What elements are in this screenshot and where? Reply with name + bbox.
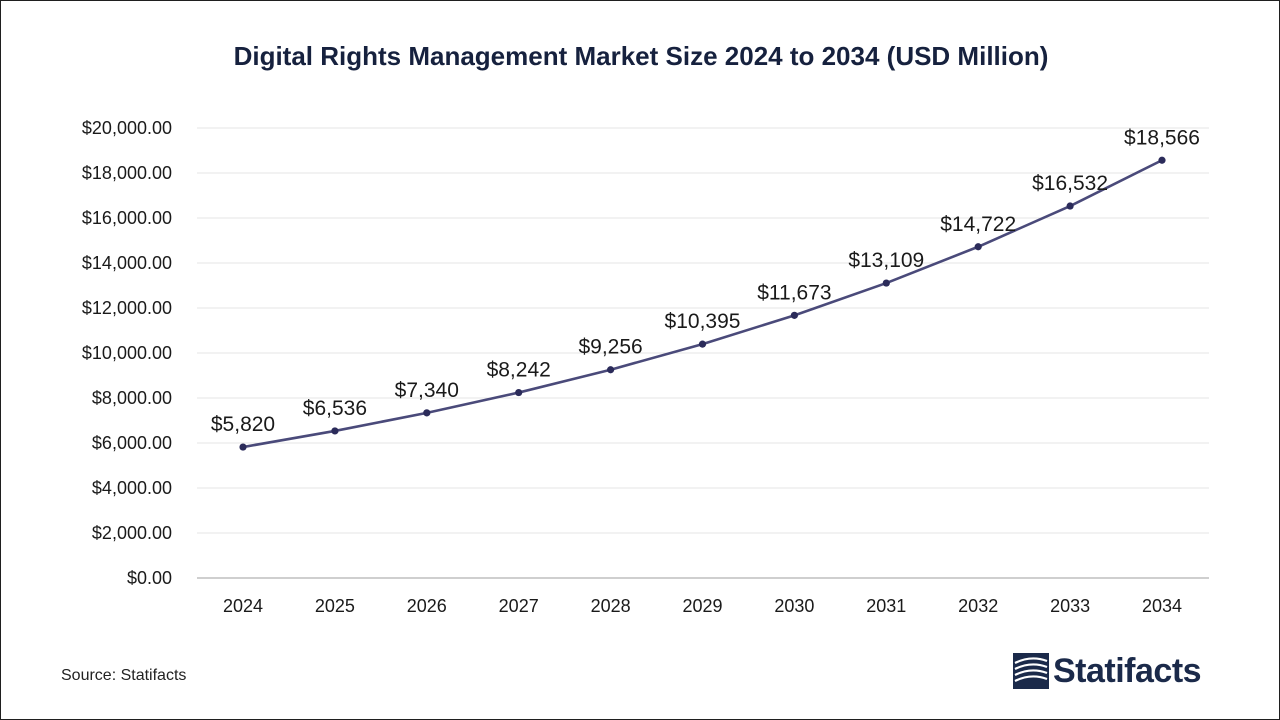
y-tick-label: $16,000.00 [82,208,172,228]
y-tick-label: $0.00 [127,568,172,588]
source-note: Source: Statifacts [61,667,187,684]
y-tick-label: $6,000.00 [92,433,172,453]
data-point [423,409,431,417]
x-tick-label: 2029 [682,596,722,616]
series-line [242,159,1163,449]
data-label: $14,722 [940,213,1016,236]
x-tick-label: 2027 [499,596,539,616]
data-label: $11,673 [757,281,831,304]
x-axis-ticks: 2024 2025 2026 2027 2028 2029 2030 2031 2032 2033… [223,596,1182,616]
y-tick-label: $2,000.00 [92,523,172,543]
data-label: $10,395 [665,310,741,333]
data-point [239,443,247,451]
data-label: $7,340 [395,379,459,402]
y-tick-label: $14,000.00 [82,253,172,273]
x-tick-label: 2034 [1142,596,1182,616]
x-tick-label: 2025 [315,596,355,616]
data-label: $5,820 [211,413,275,436]
gridlines [197,127,1209,534]
data-label: $13,109 [848,249,924,272]
y-tick-label: $12,000.00 [82,298,172,318]
y-tick-label: $18,000.00 [82,163,172,183]
data-label: $9,256 [578,336,642,359]
data-point [698,340,707,348]
data-point [790,311,799,319]
x-tick-label: 2024 [223,596,263,616]
data-label: $8,242 [487,359,551,382]
y-tick-label: $10,000.00 [82,343,172,363]
brand-name: Statifacts [1053,651,1202,690]
data-point [1158,156,1166,164]
data-label: $16,532 [1032,172,1108,195]
chart-title: Digital Rights Management Market Size 20… [234,41,1049,71]
x-tick-label: 2032 [958,596,998,616]
series-layer [239,156,1166,451]
data-point [882,279,890,287]
y-tick-label: $4,000.00 [92,478,172,498]
x-tick-label: 2028 [591,596,631,616]
data-label: $18,566 [1124,126,1200,149]
data-point [1066,202,1074,210]
x-tick-label: 2026 [407,596,447,616]
x-tick-label: 2030 [774,596,814,616]
data-point [974,243,982,251]
data-label: $6,536 [303,397,367,420]
y-axis-ticks: $0.00 $2,000.00 $4,000.00 $6,000.00 $8,000.0… [82,118,172,588]
y-tick-label: $20,000.00 [82,118,172,138]
x-tick-label: 2031 [866,596,906,616]
x-tick-label: 2033 [1050,596,1090,616]
data-point [515,388,523,397]
data-point [331,427,339,435]
data-point [607,366,615,374]
statifacts-logo-icon [1013,653,1049,689]
data-labels: $5,820 $6,536 $7,340 $8,242 $9,256 $10,395 $11… [211,126,1200,436]
y-tick-label: $8,000.00 [92,388,172,408]
brand-logo: Statifacts [1013,651,1202,691]
